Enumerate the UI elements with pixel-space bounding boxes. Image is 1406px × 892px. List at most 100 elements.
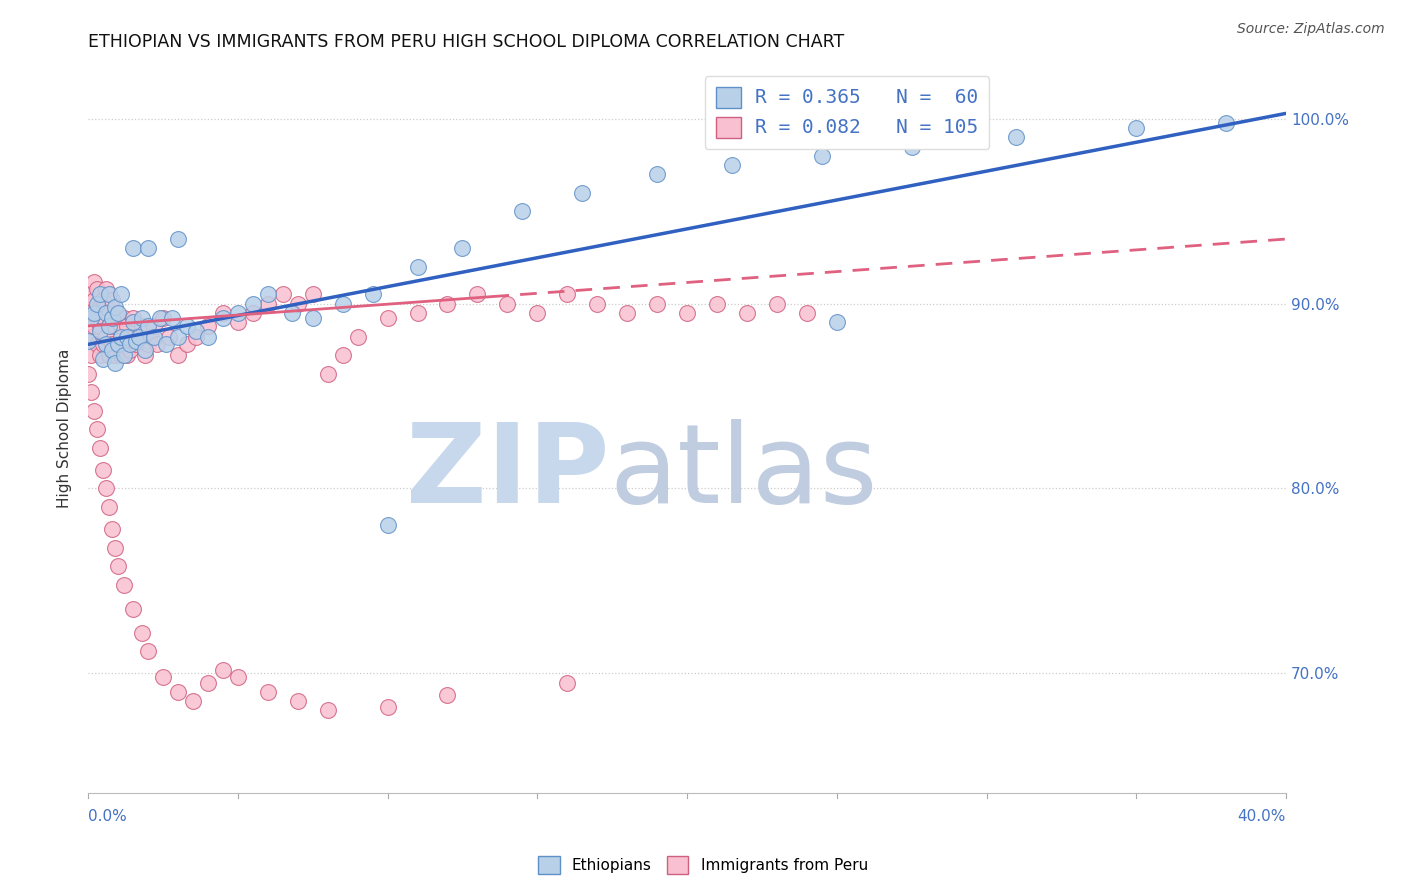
Point	[110, 318, 132, 333]
Point	[301, 311, 323, 326]
Point	[796, 306, 818, 320]
Point	[586, 296, 609, 310]
Point	[112, 311, 135, 326]
Point	[167, 330, 190, 344]
Point	[287, 296, 309, 310]
Point	[184, 330, 207, 344]
Point	[110, 348, 132, 362]
Point	[131, 311, 153, 326]
Point	[197, 330, 219, 344]
Point	[143, 330, 166, 344]
Point	[301, 287, 323, 301]
Point	[115, 348, 138, 362]
Point	[900, 139, 922, 153]
Point	[101, 293, 124, 307]
Point	[112, 348, 135, 362]
Point	[91, 311, 114, 326]
Point	[122, 311, 145, 326]
Point	[181, 694, 204, 708]
Point	[706, 296, 728, 310]
Point	[101, 337, 124, 351]
Point	[167, 684, 190, 698]
Point	[115, 330, 138, 344]
Point	[176, 318, 198, 333]
Point	[256, 287, 278, 301]
Point	[120, 337, 142, 351]
Point	[94, 301, 117, 315]
Point	[77, 287, 100, 301]
Point	[212, 306, 235, 320]
Point	[94, 337, 117, 351]
Point	[155, 337, 177, 351]
Point	[125, 337, 148, 351]
Point	[98, 287, 121, 301]
Point	[160, 311, 183, 326]
Point	[332, 296, 354, 310]
Point	[104, 356, 127, 370]
Point	[1125, 121, 1147, 136]
Point	[112, 337, 135, 351]
Point	[377, 311, 399, 326]
Point	[143, 318, 166, 333]
Point	[377, 518, 399, 533]
Point	[197, 675, 219, 690]
Point	[89, 318, 111, 333]
Point	[101, 311, 124, 326]
Point	[346, 330, 368, 344]
Point	[98, 318, 121, 333]
Point	[825, 315, 848, 329]
Point	[512, 204, 534, 219]
Point	[555, 287, 578, 301]
Point	[86, 282, 108, 296]
Point	[152, 670, 174, 684]
Text: ETHIOPIAN VS IMMIGRANTS FROM PERU HIGH SCHOOL DIPLOMA CORRELATION CHART: ETHIOPIAN VS IMMIGRANTS FROM PERU HIGH S…	[89, 33, 845, 51]
Point	[1215, 115, 1237, 129]
Point	[98, 500, 121, 514]
Point	[122, 241, 145, 255]
Point	[83, 318, 105, 333]
Point	[226, 670, 249, 684]
Text: atlas: atlas	[609, 418, 877, 525]
Point	[571, 186, 593, 200]
Point	[526, 306, 548, 320]
Point	[197, 318, 219, 333]
Point	[436, 296, 458, 310]
Point	[89, 348, 111, 362]
Point	[496, 296, 519, 310]
Point	[212, 311, 235, 326]
Point	[122, 330, 145, 344]
Point	[98, 318, 121, 333]
Point	[80, 330, 103, 344]
Point	[86, 337, 108, 351]
Point	[467, 287, 489, 301]
Point	[242, 296, 264, 310]
Point	[112, 577, 135, 591]
Point	[451, 241, 474, 255]
Legend: R = 0.365   N =  60, R = 0.082   N = 105: R = 0.365 N = 60, R = 0.082 N = 105	[704, 76, 990, 149]
Point	[125, 334, 148, 348]
Point	[80, 348, 103, 362]
Point	[104, 301, 127, 315]
Point	[91, 463, 114, 477]
Point	[436, 689, 458, 703]
Point	[176, 337, 198, 351]
Point	[86, 296, 108, 310]
Point	[128, 330, 150, 344]
Point	[104, 348, 127, 362]
Point	[1005, 130, 1028, 145]
Point	[735, 306, 758, 320]
Point	[212, 663, 235, 677]
Point	[107, 337, 129, 351]
Point	[128, 330, 150, 344]
Point	[91, 337, 114, 351]
Point	[271, 287, 294, 301]
Point	[139, 330, 162, 344]
Point	[136, 318, 159, 333]
Point	[332, 348, 354, 362]
Point	[134, 343, 156, 357]
Point	[136, 644, 159, 658]
Point	[184, 325, 207, 339]
Point	[89, 325, 111, 339]
Point	[122, 601, 145, 615]
Point	[94, 330, 117, 344]
